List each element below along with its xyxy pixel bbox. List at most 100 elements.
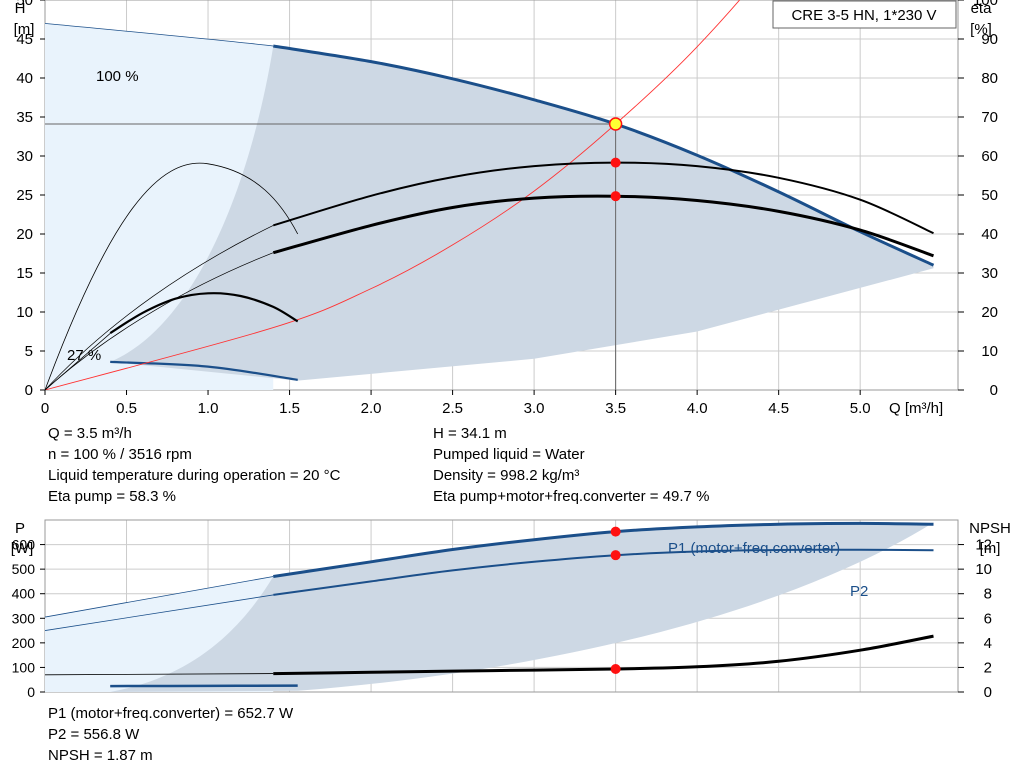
info-right: H = 34.1 m Pumped liquid = Water Density… — [433, 423, 709, 507]
p2-curve-thin — [45, 594, 274, 631]
y-right-tick-label: 80 — [981, 70, 998, 87]
y-left-tick-label: 25 — [16, 187, 33, 204]
npsh-point — [610, 664, 621, 675]
eta-total-curve-27 — [109, 292, 299, 334]
y-left-tick-label: 0 — [25, 382, 33, 399]
x-tick-label: 4.0 — [687, 400, 708, 417]
eta-pump-curve-27 — [45, 162, 299, 390]
power-y-right-tick-label: 4 — [984, 635, 992, 652]
power-y-right-tick-label: 10 — [975, 561, 992, 578]
y-right-axis-ticks: 0 10 20 30 40 50 60 70 80 90 100 — [958, 0, 998, 399]
y-left-tick-label: 35 — [16, 109, 33, 126]
power-y-right-tick-label: 12 — [975, 537, 992, 554]
annotation-27: 27 % — [67, 347, 101, 364]
p1-curve-thin — [45, 576, 274, 618]
power-y-right-tick-label: 2 — [984, 659, 992, 676]
y-left-tick-label: 5 — [25, 343, 33, 360]
npsh-curve-thin — [45, 673, 274, 676]
power-y-right-label: NPSH — [969, 520, 1011, 537]
power-y-left-tick-label: 400 — [12, 586, 36, 602]
power-y-left-label: P — [15, 520, 25, 537]
head-chart: 0 0.5 1.0 1.5 2.0 2.5 3.0 3.5 4.0 4.5 5.0 0 5 10 15 20… — [14, 0, 998, 417]
power-y-left-tick-label: 300 — [12, 610, 36, 626]
annotation-100: 100 % — [96, 68, 139, 85]
x-tick-label: 1.0 — [198, 400, 219, 417]
info-eta-total: Eta pump+motor+freq.converter = 49.7 % — [433, 488, 710, 505]
eta-pump-curve-low — [45, 333, 111, 390]
power-y-right-unit: [m] — [980, 540, 1001, 557]
head-curve-27 — [110, 360, 298, 381]
eta-total-curve-ext — [45, 252, 274, 390]
x-tick-label: 0 — [41, 400, 49, 417]
y-left-label: H — [15, 0, 26, 17]
power-curve-27 — [110, 684, 298, 688]
power-y-left-tick-label: 200 — [12, 635, 36, 651]
p1-legend-label: P1 (motor+freq.converter) — [668, 540, 840, 557]
y-right-tick-label: 40 — [981, 226, 998, 243]
power-y-right-tick-label: 0 — [984, 684, 992, 701]
y-right-tick-label: 60 — [981, 148, 998, 165]
power-chart-frame — [44, 519, 959, 693]
info-eta-pump: Eta pump = 58.3 % — [48, 488, 176, 505]
x-tick-label: 0.5 — [116, 400, 137, 417]
power-y-right-tick-label: 8 — [984, 586, 992, 603]
power-range-area — [110, 522, 934, 692]
power-chart: 0 100 200 300 400 500 600 0 2 4 6 8 10 12 P [W] NPSH… — [11, 519, 1011, 701]
p2-legend-label: P2 — [850, 583, 868, 600]
y-right-tick-label: 90 — [981, 31, 998, 48]
y-right-tick-label: 70 — [981, 109, 998, 126]
system-curve — [45, 0, 741, 390]
x-tick-label: 2.0 — [361, 400, 382, 417]
x-axis-label: Q [m³/h] — [889, 400, 943, 417]
power-y-left-unit: [W] — [11, 540, 34, 557]
eta-pump-point — [610, 157, 621, 168]
y-left-tick-label: 20 — [16, 226, 33, 243]
x-tick-label: 1.5 — [279, 400, 300, 417]
y-right-tick-label: 50 — [981, 187, 998, 204]
x-tick-label: 4.5 — [768, 400, 789, 417]
info-left: Q = 3.5 m³/h n = 100 % / 3516 rpm Liquid… — [48, 423, 340, 507]
y-right-tick-label: 0 — [990, 382, 998, 399]
y-left-unit: [m] — [14, 21, 35, 38]
p2-point — [610, 550, 621, 561]
info-p2: P2 = 556.8 W — [48, 726, 140, 743]
head-range-area — [110, 46, 934, 381]
info-temperature: Liquid temperature during operation = 20… — [48, 467, 341, 484]
info-density: Density = 998.2 kg/m³ — [433, 467, 580, 484]
x-axis-ticks: 0 0.5 1.0 1.5 2.0 2.5 3.0 3.5 4.0 4.5 5.0 — [41, 390, 871, 417]
title-box-text: CRE 3-5 HN, 1*230 V — [791, 7, 936, 24]
y-right-label: eta — [971, 0, 993, 17]
power-y-left-tick-label: 600 — [12, 537, 36, 553]
info-speed: n = 100 % / 3516 rpm — [48, 446, 192, 463]
duty-point[interactable] — [608, 117, 623, 131]
power-y-left-tick-label: 500 — [12, 561, 36, 577]
x-tick-label: 2.5 — [442, 400, 463, 417]
x-tick-label: 3.5 — [605, 400, 626, 417]
info-npsh: NPSH = 1.87 m — [48, 747, 153, 764]
power-y-left-ticks: 0 100 200 300 400 500 600 — [12, 537, 45, 700]
x-tick-label: 5.0 — [850, 400, 871, 417]
info-head: H = 34.1 m — [433, 425, 507, 442]
y-left-tick-label: 15 — [16, 265, 33, 282]
info-flow: Q = 3.5 m³/h — [48, 425, 132, 442]
info-p1: P1 (motor+freq.converter) = 652.7 W — [48, 705, 294, 722]
head-curve-100-thin — [45, 23, 274, 47]
y-left-tick-label: 50 — [16, 0, 33, 9]
y-right-tick-label: 30 — [981, 265, 998, 282]
power-y-left-tick-label: 100 — [12, 659, 36, 675]
y-right-tick-label: 20 — [981, 304, 998, 321]
title-box: CRE 3-5 HN, 1*230 V — [772, 0, 957, 29]
power-y-right-tick-label: 6 — [984, 610, 992, 627]
eta-pump-curve-ext — [45, 225, 274, 390]
y-right-tick-label: 100 — [973, 0, 998, 9]
eta-total-point — [610, 191, 621, 202]
y-right-unit: [%] — [970, 21, 992, 38]
y-left-axis-ticks: 0 5 10 15 20 25 30 35 40 45 50 — [16, 0, 45, 399]
y-left-tick-label: 40 — [16, 70, 33, 87]
p1-point — [610, 526, 621, 537]
y-right-tick-label: 10 — [981, 343, 998, 360]
info-liquid: Pumped liquid = Water — [433, 446, 585, 463]
x-tick-label: 3.0 — [524, 400, 545, 417]
power-y-left-tick-label: 0 — [27, 684, 35, 700]
